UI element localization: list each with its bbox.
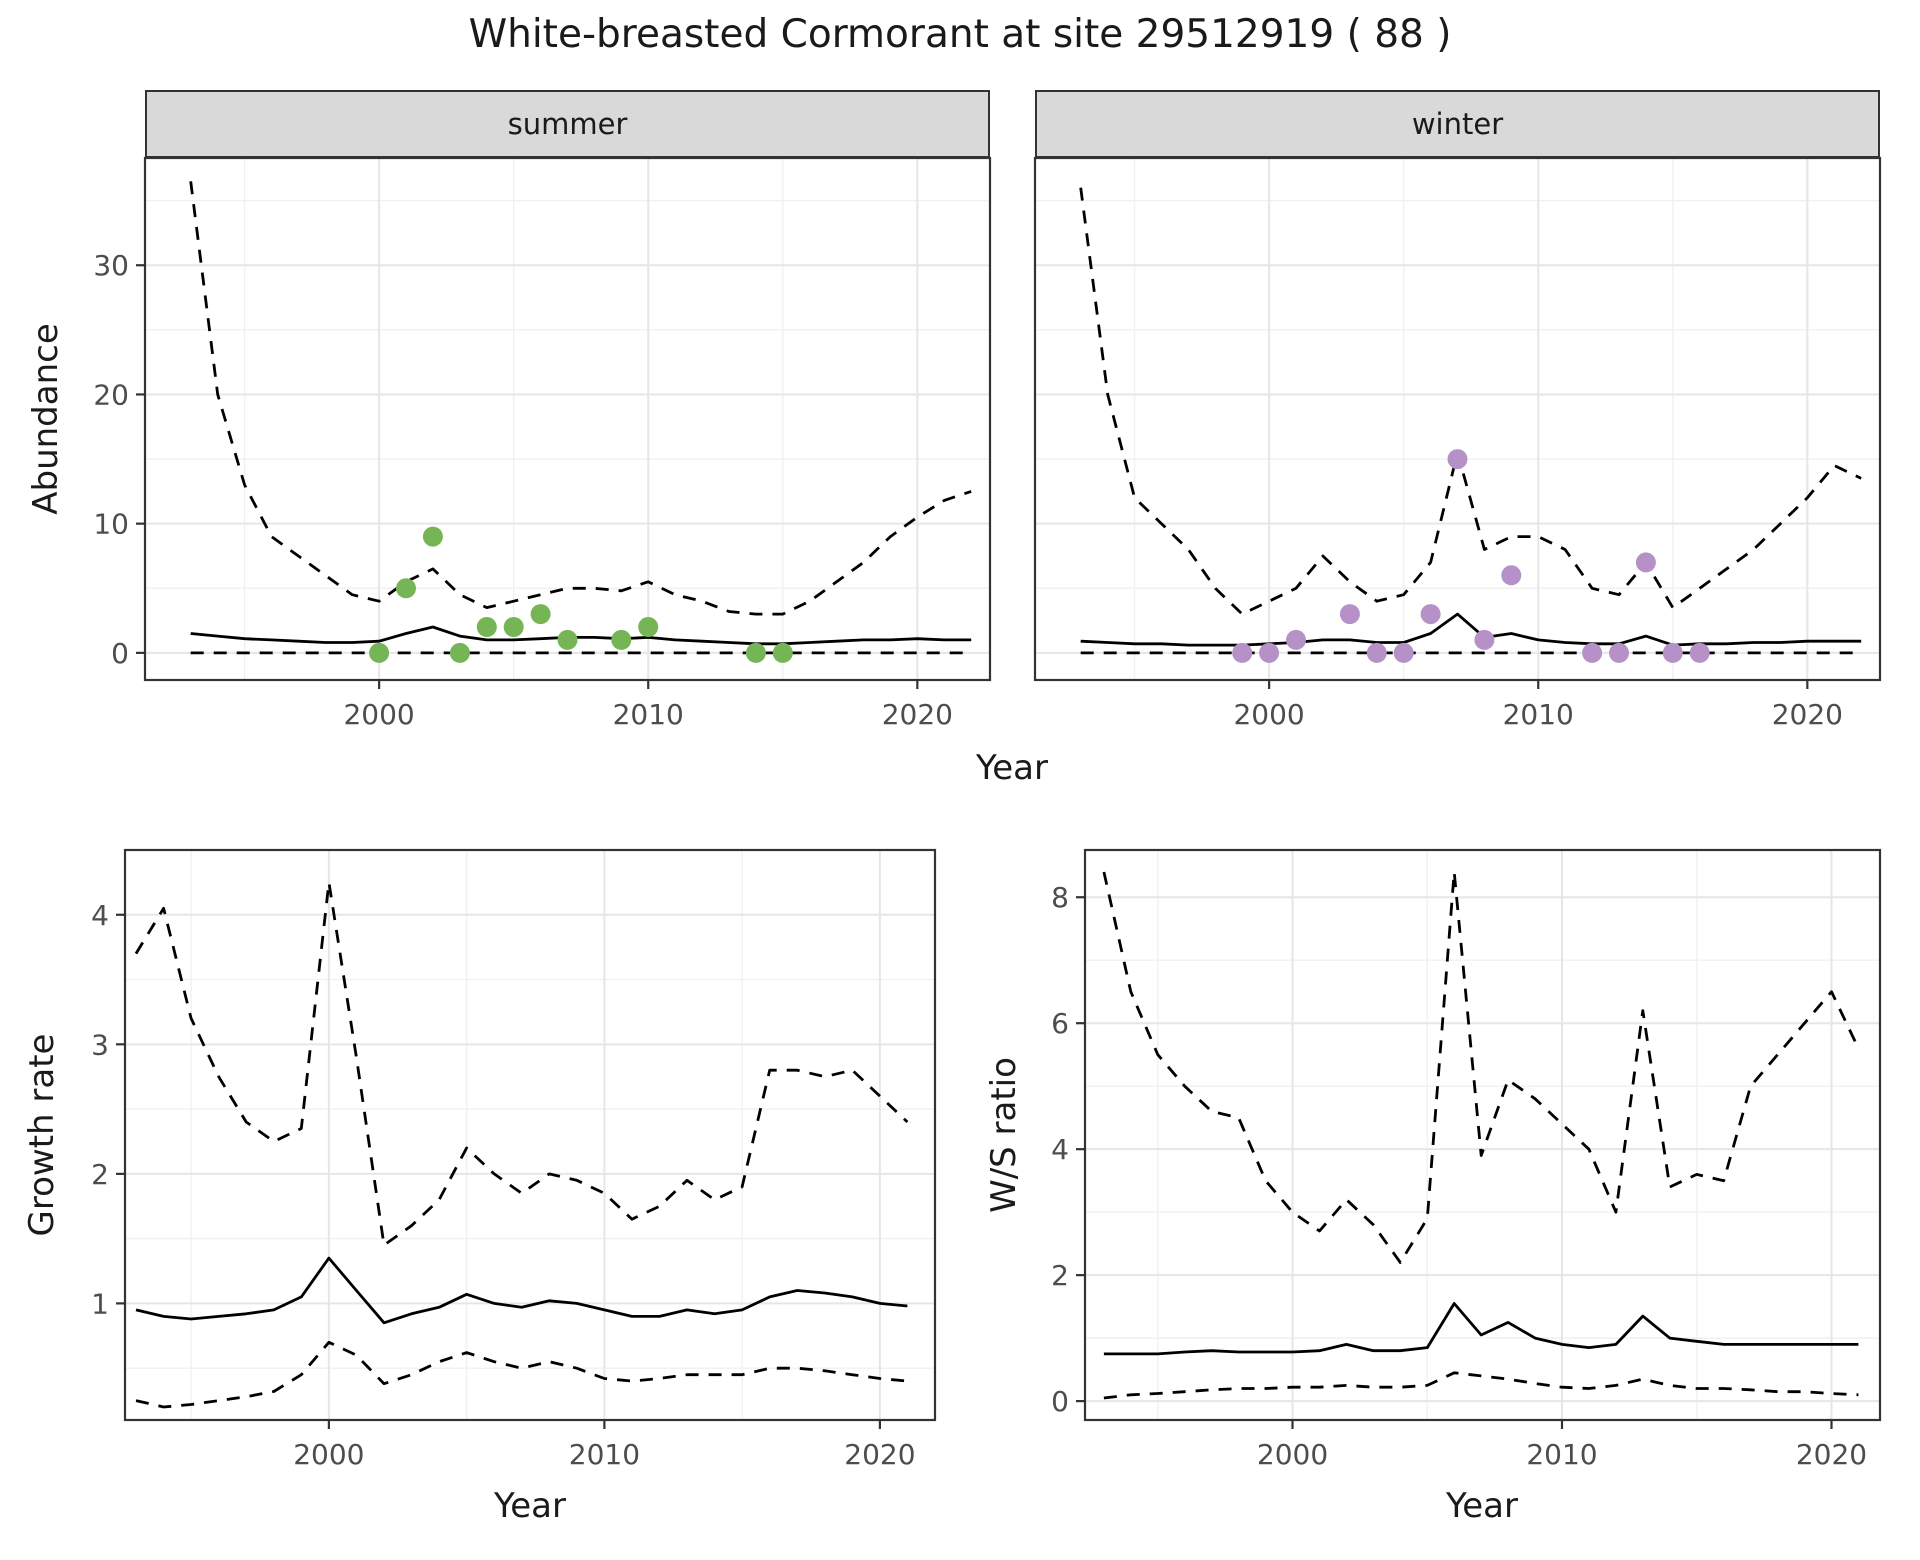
y-tick-label: 2 (1051, 1259, 1069, 1292)
data-point (1420, 604, 1441, 625)
observation-points-abundance-winter (1232, 449, 1710, 663)
data-point (1393, 642, 1414, 663)
data-point (772, 642, 793, 663)
data-point (1232, 642, 1253, 663)
data-point (557, 629, 578, 650)
axis-ticks-ws-ratio: 2000 2010 2020 0 2 4 6 8 (1051, 881, 1867, 1471)
panel-ws-ratio: 2000 2010 2020 0 2 4 6 8 (1051, 848, 1882, 1471)
x-tick-label: 2000 (343, 698, 414, 731)
x-tick-label: 2000 (1233, 698, 1304, 731)
data-point (1689, 642, 1710, 663)
data-point (1447, 449, 1468, 470)
data-point (476, 617, 497, 637)
y-axis-label-ws-ratio: W/S ratio (984, 1057, 1024, 1213)
data-point (1259, 642, 1280, 663)
y-tick-label: 3 (91, 1028, 109, 1061)
data-point (369, 642, 390, 663)
data-point (638, 617, 659, 637)
data-point (1662, 642, 1683, 663)
data-point (503, 617, 524, 637)
data-point (1582, 642, 1603, 663)
y-tick-label: 0 (1051, 1385, 1069, 1418)
plot-title: White-breasted Cormorant at site 2951291… (468, 12, 1452, 57)
x-tick-label: 2020 (844, 1438, 915, 1471)
observation-points-abundance-summer (369, 526, 793, 663)
x-tick-label: 2020 (1772, 698, 1843, 731)
data-point (396, 578, 416, 599)
y-tick-label: 30 (93, 249, 129, 282)
data-point (1609, 642, 1629, 663)
y-axis-label-abundance: Abundance (26, 323, 66, 515)
data-point (422, 526, 443, 547)
axis-ticks-abundance-winter: 2000 2010 2020 (1233, 680, 1843, 731)
data-point (745, 642, 766, 663)
data-point (1286, 629, 1306, 650)
y-tick-label: 4 (91, 899, 109, 932)
x-tick-label: 2010 (613, 698, 684, 731)
x-tick-label: 2010 (1526, 1438, 1597, 1471)
panel-abundance-winter: 2000 2010 2020 (1033, 156, 1882, 731)
data-point (1339, 604, 1360, 625)
series-median (135, 1256, 908, 1325)
y-tick-label: 0 (111, 637, 129, 670)
x-tick-label: 2000 (1257, 1438, 1328, 1471)
x-tick-label: 2010 (569, 1438, 640, 1471)
series-lower_ci (1103, 1371, 1859, 1400)
series-median (1080, 612, 1862, 647)
y-tick-label: 2 (91, 1158, 109, 1191)
facet-strip-winter: winter (1035, 90, 1880, 158)
panel-abundance-summer: 2000 2010 2020 0 10 20 30 (93, 156, 992, 731)
panel-growth-rate: 2000 2010 2020 1 2 3 4 (91, 848, 937, 1471)
axis-ticks-abundance-summer: 2000 2010 2020 0 10 20 30 (93, 249, 953, 731)
series-upper_ci (134, 881, 909, 1247)
facet-strip-summer: summer (145, 90, 990, 158)
gridlines-ws-ratio (1085, 850, 1880, 1420)
y-tick-label: 1 (91, 1287, 109, 1320)
data-point (1635, 552, 1656, 573)
series-upper_ci (1102, 870, 1860, 1264)
y-tick-label: 20 (93, 378, 129, 411)
x-tick-label: 2020 (882, 698, 953, 731)
axis-ticks-growth-rate: 2000 2010 2020 1 2 3 4 (91, 899, 915, 1471)
series-upper_ci (189, 181, 972, 616)
y-tick-label: 10 (93, 508, 129, 541)
x-axis-label-year-top: Year (976, 748, 1048, 788)
y-axis-label-growth-rate: Growth rate (22, 1033, 62, 1237)
series-lower_ci (135, 1340, 908, 1409)
y-tick-label: 4 (1051, 1133, 1069, 1166)
series-median (1103, 1302, 1859, 1356)
data-point (530, 604, 551, 625)
y-tick-label: 8 (1051, 881, 1069, 914)
series-upper_ci (1079, 187, 1862, 616)
y-tick-label: 6 (1051, 1007, 1069, 1040)
facet-strip-summer-label: summer (507, 107, 628, 141)
x-tick-label: 2000 (293, 1438, 364, 1471)
x-axis-label-year-bottom-left: Year (494, 1486, 566, 1526)
data-point (611, 629, 632, 650)
data-point (1474, 629, 1495, 650)
facet-strip-winter-label: winter (1411, 107, 1504, 141)
x-tick-label: 2020 (1796, 1438, 1867, 1471)
data-point (1366, 642, 1387, 663)
series-median (190, 625, 972, 646)
x-tick-label: 2010 (1503, 698, 1574, 731)
data-point (1501, 565, 1522, 586)
data-point (449, 642, 470, 663)
x-axis-label-year-bottom-right: Year (1446, 1486, 1518, 1526)
